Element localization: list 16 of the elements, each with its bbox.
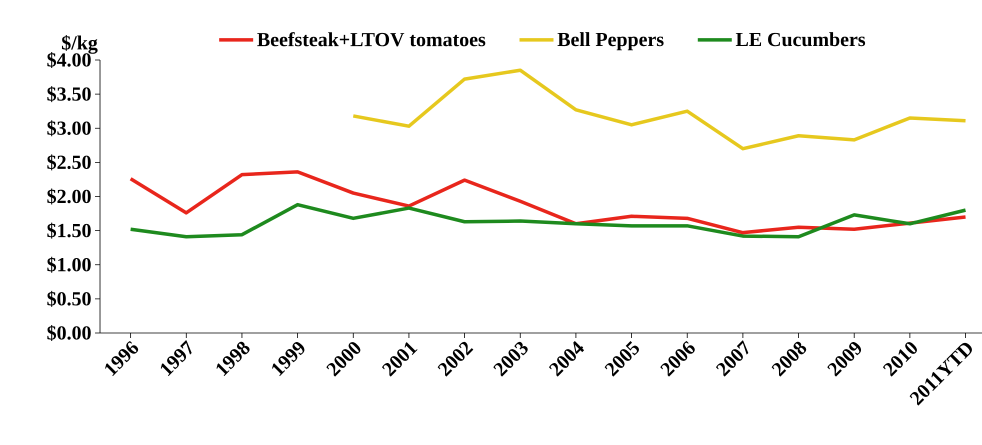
y-tick-label: $2.00 — [47, 188, 91, 204]
line-series — [128, 170, 968, 234]
legend-label: Beefsteak+LTOV tomatoes — [257, 32, 486, 46]
line-series — [128, 202, 968, 239]
y-tick-label: $3.00 — [47, 120, 91, 136]
y-tick-label: $1.50 — [47, 222, 91, 239]
y-tick-label: $0.00 — [47, 325, 91, 341]
y-tick-label: $1.00 — [47, 256, 91, 273]
y-tick-label: $2.50 — [47, 154, 91, 170]
line-series — [352, 68, 968, 150]
y-tick-label: $4.00 — [47, 52, 91, 68]
y-tick-label: $3.50 — [47, 86, 91, 102]
y-tick-label: $0.50 — [47, 290, 91, 307]
legend-label: Bell Peppers — [558, 32, 664, 50]
y-axis-title: $/kg — [62, 34, 98, 54]
legend-label: LE Cucumbers — [736, 32, 866, 46]
